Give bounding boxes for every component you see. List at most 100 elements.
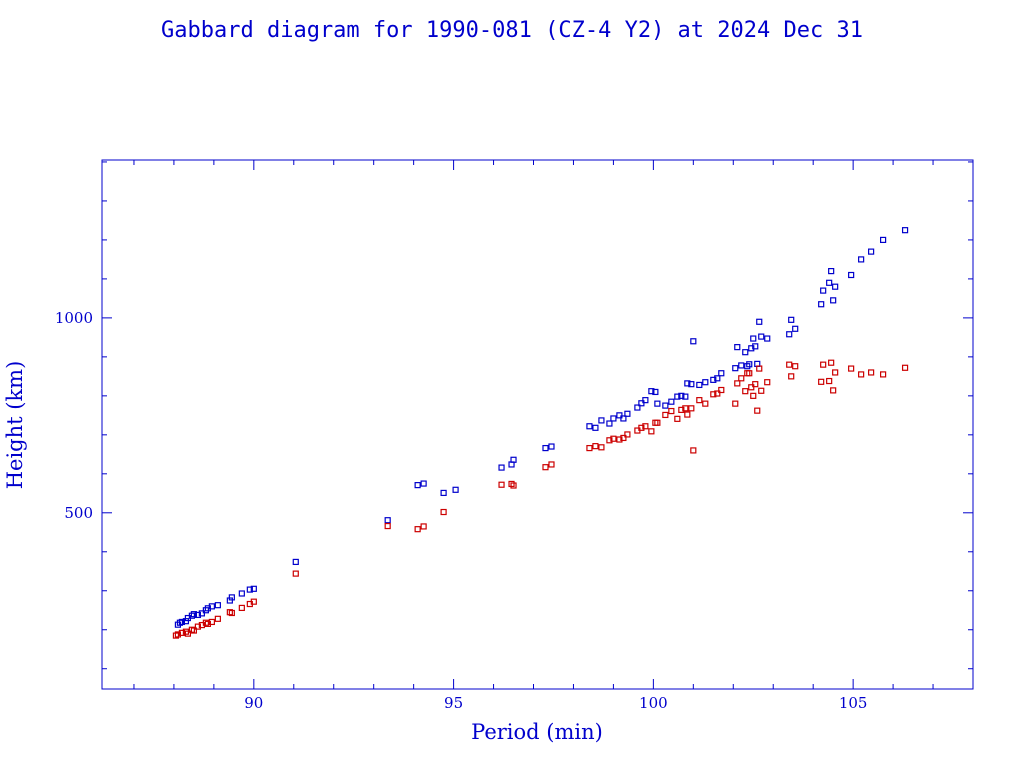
perigee-point (881, 372, 886, 377)
x-axis-label: Period (min) (471, 720, 603, 744)
apogee-point (453, 487, 458, 492)
apogee-point (663, 403, 668, 408)
perigee-point (819, 379, 824, 384)
apogee-point (703, 380, 708, 385)
perigee-point (499, 482, 504, 487)
apogee-point (821, 288, 826, 293)
perigee-point (587, 446, 592, 451)
perigee-point (293, 571, 298, 576)
perigee-point (543, 465, 548, 470)
perigee-point (675, 416, 680, 421)
apogee-point (819, 302, 824, 307)
axis-tick-labels: 90 95 100 105 500 1000 (55, 309, 868, 712)
perigee-point (859, 372, 864, 377)
y-tick-label: 500 (64, 504, 93, 522)
apogee-point (719, 371, 724, 376)
chart-title: Gabbard diagram for 1990-081 (CZ-4 Y2) a… (161, 18, 863, 43)
apogee-point (787, 332, 792, 337)
apogee-point (827, 280, 832, 285)
perigee-point (869, 370, 874, 375)
apogee-point (669, 399, 674, 404)
perigee-point (593, 444, 598, 449)
apogee-point (833, 284, 838, 289)
perigee-point (733, 401, 738, 406)
y-tick-label: 1000 (55, 309, 93, 327)
apogee-point (757, 319, 762, 324)
apogee-point (421, 481, 426, 486)
apogee-point (743, 350, 748, 355)
apogee-point (735, 345, 740, 350)
apogee-point (385, 518, 390, 523)
perigee-point (739, 376, 744, 381)
apogee-point (793, 326, 798, 331)
apogee-point (789, 317, 794, 322)
perigee-point (789, 374, 794, 379)
perigee-point (827, 379, 832, 384)
perigee-point (829, 360, 834, 365)
apogee-point (751, 336, 756, 341)
perigee-point (669, 409, 674, 414)
apogee-point (239, 591, 244, 596)
perigee-point (703, 401, 708, 406)
perigee-point (599, 445, 604, 450)
apogee-point (593, 425, 598, 430)
perigee-point (755, 408, 760, 413)
x-tick-label: 105 (839, 694, 868, 712)
apogee-point (903, 228, 908, 233)
perigee-point (239, 605, 244, 610)
apogee-point (739, 363, 744, 368)
apogee-point (215, 603, 220, 608)
perigee-point (215, 616, 220, 621)
perigee-point (833, 370, 838, 375)
perigee-point (849, 366, 854, 371)
perigee-point (765, 380, 770, 385)
apogee-point (829, 269, 834, 274)
x-tick-label: 95 (444, 694, 463, 712)
x-tick-label: 90 (244, 694, 263, 712)
perigee-point (685, 412, 690, 417)
apogee-point (869, 249, 874, 254)
perigee-point (689, 406, 694, 411)
data-series (173, 228, 907, 638)
perigee-point (787, 362, 792, 367)
apogee-point (543, 446, 548, 451)
y-axis-label: Height (km) (3, 361, 27, 490)
apogee-point (441, 490, 446, 495)
perigee-point (759, 388, 764, 393)
perigee-point (831, 388, 836, 393)
perigee-point (549, 462, 554, 467)
perigee-point (743, 389, 748, 394)
x-tick-label: 100 (639, 694, 668, 712)
perigee-point (793, 364, 798, 369)
apogee-point (859, 257, 864, 262)
perigee-point (415, 527, 420, 532)
perigee-point (735, 381, 740, 386)
apogee-point (611, 416, 616, 421)
apogee-point (549, 444, 554, 449)
apogee-point (499, 465, 504, 470)
apogee-point (415, 483, 420, 488)
apogee-point (881, 237, 886, 242)
perigee-point (821, 362, 826, 367)
perigee-point (697, 398, 702, 403)
apogee-point (599, 418, 604, 423)
apogee-point (733, 366, 738, 371)
apogee-point (655, 401, 660, 406)
apogee-point (849, 273, 854, 278)
apogee-point (607, 421, 612, 426)
perigee-point (385, 524, 390, 529)
perigee-point (691, 448, 696, 453)
perigee-point (421, 524, 426, 529)
apogee-point (697, 382, 702, 387)
apogee-point (765, 336, 770, 341)
perigee-point (663, 412, 668, 417)
apogee-point (293, 559, 298, 564)
perigee-point (751, 393, 756, 398)
apogee-series (175, 228, 907, 628)
apogee-point (691, 339, 696, 344)
apogee-point (587, 424, 592, 429)
perigee-point (441, 510, 446, 515)
perigee-point (903, 365, 908, 370)
apogee-point (831, 298, 836, 303)
